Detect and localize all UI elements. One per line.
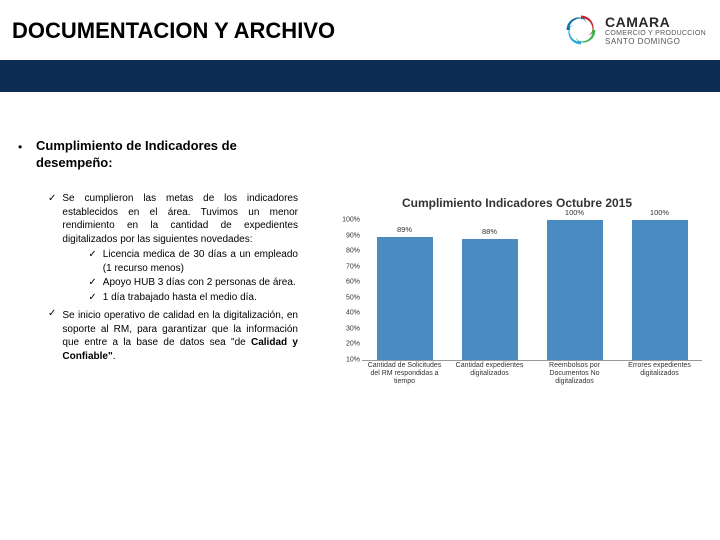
sub-item-3: 1 día trabajado hasta el medio día. [103,291,298,305]
bar: 100% [547,220,603,360]
chart-title: Cumplimiento Indicadores Octubre 2015 [332,196,702,210]
check-icon: ✓ [48,307,56,363]
check-icon: ✓ [48,192,56,305]
y-tick: 90% [346,232,360,239]
paragraph-1: Se cumplieron las metas de los indicador… [62,192,298,246]
body-text: ✓ Se cumplieron las metas de los indicad… [48,192,298,363]
y-tick: 40% [346,310,360,317]
chart-y-axis: 100%90%80%70%60%50%40%30%20%10% [332,220,362,360]
y-tick: 10% [346,357,360,364]
logo-city-text: SANTO DOMINGO [605,37,706,46]
x-label: Errores expedientes digitalizados [621,362,699,378]
check-icon: ✓ [88,291,96,305]
chart: Cumplimiento Indicadores Octubre 2015 10… [332,196,702,378]
section-heading: Cumplimiento de Indicadores de desempeño… [36,138,246,172]
paragraph-2: Se inicio operativo de calidad en la dig… [62,309,298,363]
bar-slot: 88% [451,239,529,360]
logo: CAMARA COMERCIO Y PRODUCCION SANTO DOMIN… [563,12,706,48]
bullet-icon: • [18,140,22,154]
y-tick: 80% [346,248,360,255]
logo-main-text: CAMARA [605,14,706,30]
y-tick: 60% [346,279,360,286]
bar-slot: 89% [366,237,444,360]
x-label: Cantidad expedientes digitalizados [451,362,529,378]
y-tick: 50% [346,294,360,301]
logo-sub-text: COMERCIO Y PRODUCCION [605,30,706,37]
bar-slot: 100% [621,220,699,360]
check-icon: ✓ [88,276,96,290]
sub-item-1: Licencia medica de 30 días a un empleado… [103,248,298,275]
bar-value-label: 89% [397,225,412,234]
logo-swirl-icon [563,12,599,48]
page-title: DOCUMENTACION Y ARCHIVO [12,18,335,44]
y-tick: 70% [346,263,360,270]
bar: 88% [462,239,518,360]
bar-slot: 100% [536,220,614,360]
bar: 89% [377,237,433,360]
x-label: Reembolsos por Documentos No digitalizad… [536,362,614,386]
chart-bars: 89% 88% 100% 100% [362,220,702,360]
y-tick: 30% [346,325,360,332]
bar-value-label: 88% [482,227,497,236]
bar: 100% [632,220,688,360]
x-label: Cantidad de Solicitudes del RM respondid… [366,362,444,386]
bar-value-label: 100% [565,208,584,217]
y-tick: 100% [342,217,360,224]
header-band [0,60,720,92]
sub-item-2: Apoyo HUB 3 días con 2 personas de área. [103,276,298,290]
check-icon: ✓ [88,248,96,275]
bar-value-label: 100% [650,208,669,217]
y-tick: 20% [346,341,360,348]
